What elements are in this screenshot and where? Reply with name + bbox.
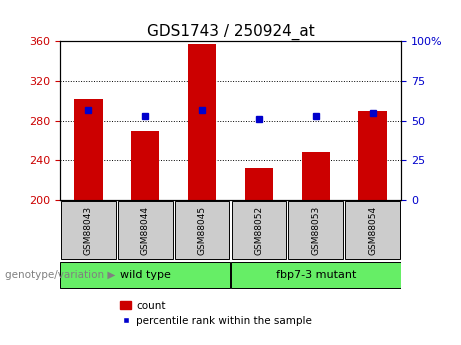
- Bar: [301, 152, 330, 200]
- Bar: [289, 201, 343, 259]
- Text: fbp7-3 mutant: fbp7-3 mutant: [276, 270, 356, 280]
- Text: wild type: wild type: [120, 270, 171, 280]
- Title: GDS1743 / 250924_at: GDS1743 / 250924_at: [147, 24, 314, 40]
- Bar: [175, 201, 230, 259]
- Text: GSM88052: GSM88052: [254, 206, 263, 255]
- Bar: [61, 201, 116, 259]
- Bar: [345, 201, 400, 259]
- Text: GSM88053: GSM88053: [311, 206, 320, 255]
- Text: GSM88054: GSM88054: [368, 206, 377, 255]
- Text: genotype/variation ▶: genotype/variation ▶: [5, 270, 115, 280]
- Bar: [131, 131, 160, 200]
- Bar: [231, 201, 286, 259]
- Bar: [60, 262, 230, 288]
- Bar: [358, 111, 387, 200]
- Text: GSM88045: GSM88045: [198, 206, 207, 255]
- Bar: [118, 201, 172, 259]
- Bar: [245, 168, 273, 200]
- Bar: [74, 99, 102, 200]
- Legend: count, percentile rank within the sample: count, percentile rank within the sample: [116, 297, 316, 330]
- Bar: [188, 45, 216, 200]
- Text: GSM88044: GSM88044: [141, 206, 150, 255]
- Text: GSM88043: GSM88043: [84, 206, 93, 255]
- Bar: [231, 262, 401, 288]
